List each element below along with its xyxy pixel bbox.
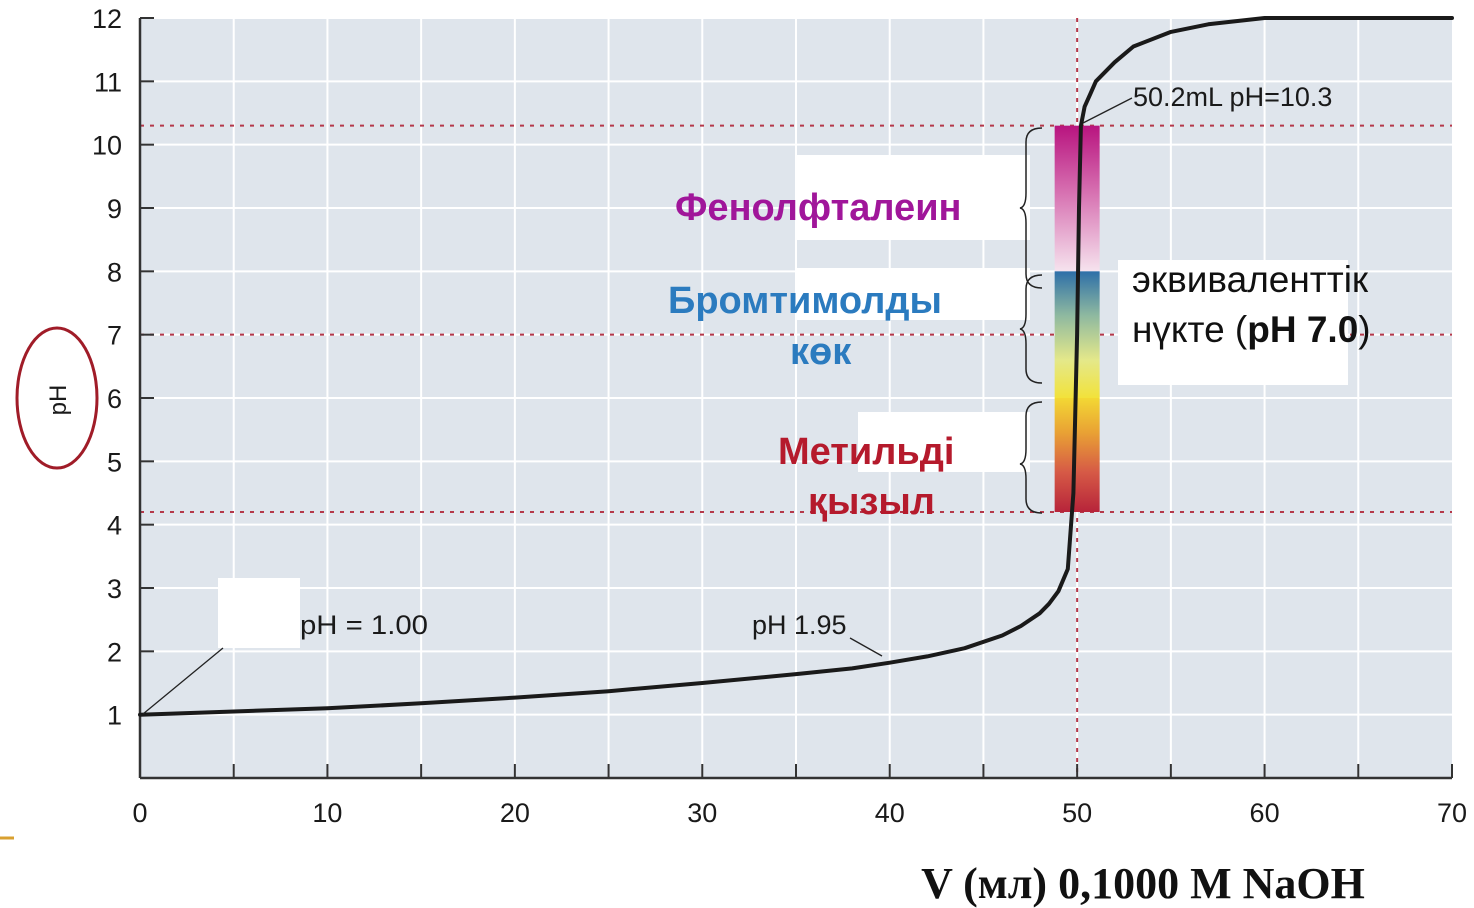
x-tick-label: 70 [1437, 798, 1467, 828]
curve-layer [138, 16, 1454, 717]
mask-box [795, 155, 1030, 240]
y-tick-label: 9 [107, 194, 122, 224]
annotation-endpoint: 50.2mL pH=10.3 [1133, 82, 1332, 112]
x-tick-label: 40 [875, 798, 905, 828]
bracket-bromothymol [1019, 274, 1043, 384]
y-tick-label: 4 [107, 511, 122, 541]
y-tick-label: 7 [107, 321, 122, 351]
indicator-label-bromothymol-2: көк [790, 331, 852, 373]
equivalence-ph-bold: pH 7.0 [1247, 309, 1358, 350]
equivalence-prefix: нүкте ( [1132, 309, 1248, 350]
y-tick-label: 5 [107, 447, 122, 477]
ylabel-circle [15, 326, 99, 470]
annotation-start-ph: pH = 1.00 [300, 610, 428, 640]
indicator-label-methyl-2: қызыл [808, 481, 935, 523]
mask-box [795, 268, 1030, 320]
leader-ph195 [849, 637, 883, 657]
bracket-methyl [1019, 401, 1043, 514]
x-tick-label: 50 [1062, 798, 1092, 828]
indicator-label-bromothymol-1: Бромтимолды [668, 280, 942, 322]
y-tick-label: 3 [107, 574, 122, 604]
x-tick-label: 10 [312, 798, 342, 828]
indicator-brackets [1019, 127, 1043, 514]
y-axis-label: pH [45, 385, 72, 416]
y-tick-label: 11 [94, 67, 122, 97]
leader-endpoint [1082, 97, 1133, 124]
y-tick-label: 2 [107, 637, 122, 667]
y-tick-label: 12 [92, 4, 122, 34]
equivalence-label-line1: эквиваленттік [1132, 259, 1369, 300]
y-tick-label: 10 [92, 131, 122, 161]
x-tick-label: 20 [500, 798, 530, 828]
x-tick-label: 0 [132, 798, 147, 828]
mask-box [1118, 260, 1348, 385]
x-axis-label: V (мл) 0,1000 M NaOH [921, 859, 1365, 908]
x-tick-label: 60 [1250, 798, 1280, 828]
y-tick-label: 1 [107, 701, 122, 731]
y-tick-label: 6 [107, 384, 122, 414]
equivalence-suffix: ) [1358, 309, 1370, 350]
y-tick-label: 8 [107, 257, 122, 287]
bracket-phenolphthalein [1019, 127, 1043, 289]
leader-start [142, 647, 224, 715]
indicator-label-phenolphthalein: Фенолфталеин [675, 187, 962, 229]
x-tick-label: 30 [687, 798, 717, 828]
equivalence-label-line2: нүкте (pH 7.0) [1132, 309, 1371, 350]
mask-box [858, 412, 1030, 472]
indicator-bars [1054, 125, 1100, 512]
titration-curve [138, 16, 1454, 717]
axes [138, 17, 1453, 780]
annotation-ph-195: pH 1.95 [752, 610, 847, 640]
mask-box [218, 578, 300, 648]
indicator-label-methyl-1: Метильді [778, 431, 954, 473]
